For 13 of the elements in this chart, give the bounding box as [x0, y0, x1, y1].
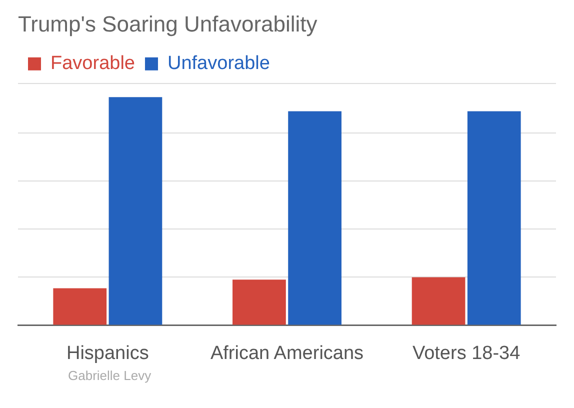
legend-label: Unfavorable	[167, 53, 270, 74]
bar	[108, 97, 162, 325]
bar	[232, 280, 286, 325]
bar	[412, 277, 466, 325]
legend-label: Favorable	[50, 53, 135, 74]
text: Gabrielle Levy	[68, 368, 152, 383]
x-tick-label: African Americans	[210, 342, 364, 364]
bar	[53, 288, 107, 325]
bar	[288, 111, 342, 325]
chart-title: Trump's Soaring Unfavorability	[18, 11, 318, 36]
x-tick-label: Voters 18-34	[412, 342, 521, 364]
x-tick-label: Hispanics	[66, 342, 149, 364]
bar	[467, 111, 521, 325]
